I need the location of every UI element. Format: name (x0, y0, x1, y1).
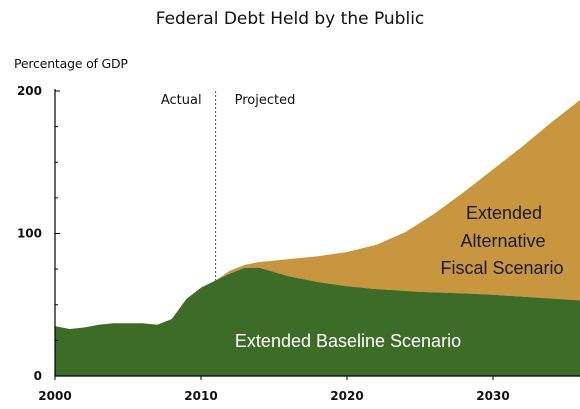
projected-label: Projected (235, 93, 296, 108)
alternative-scenario-label-line: Alternative (460, 231, 545, 251)
alternative-scenario-label-line: Extended (466, 203, 542, 223)
alternative-scenario-area (215, 100, 580, 301)
axis-ticks: 0 100 200 2000 2010 2020 2030 (17, 84, 510, 403)
y-axis-label: Percentage of GDP (14, 56, 128, 71)
baseline-scenario-area (55, 267, 580, 376)
y-tick-label: 100 (17, 227, 42, 241)
baseline-scenario-label: Extended Baseline Scenario (235, 331, 461, 351)
x-tick-label: 2010 (184, 389, 217, 403)
alternative-scenario-label: Extended Alternative Fiscal Scenario (440, 203, 563, 278)
x-tick-label: 2000 (38, 389, 71, 403)
alternative-scenario-label-line: Fiscal Scenario (440, 258, 563, 278)
x-tick-label: 2030 (476, 389, 509, 403)
y-tick-label: 200 (17, 84, 42, 98)
x-tick-label: 2020 (330, 389, 363, 403)
actual-label: Actual (161, 93, 202, 108)
chart-title: Federal Debt Held by the Public (155, 9, 425, 29)
y-tick-label: 0 (34, 369, 42, 383)
